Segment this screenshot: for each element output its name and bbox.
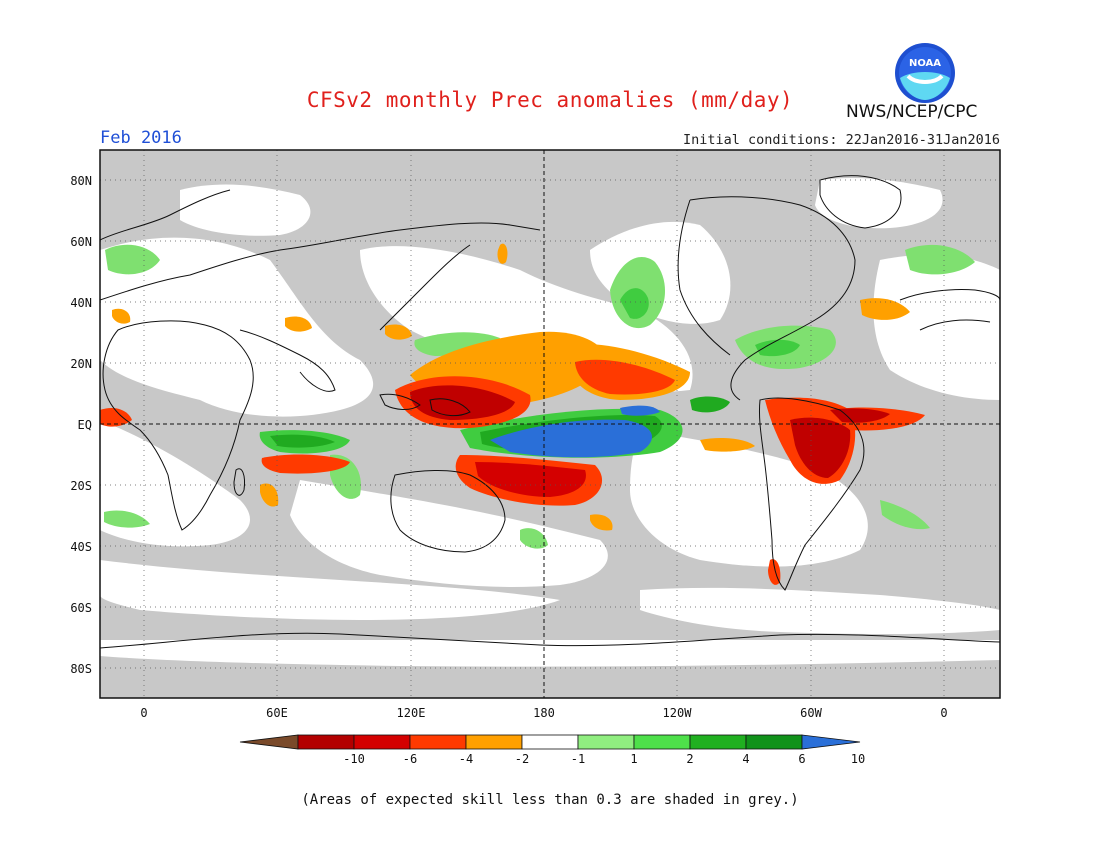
lon-label: 60E (266, 706, 288, 720)
initial-conditions: Initial conditions: 22Jan2016-31Jan2016 (683, 132, 1000, 148)
color-legend: -10 -6 -4 -2 -1 1 2 4 6 10 (239, 734, 865, 766)
lon-label: 60W (800, 706, 822, 720)
longitude-labels: 0 60E 120E 180 120W 60W 0 (140, 706, 947, 720)
lat-label: 40N (70, 296, 92, 310)
anomaly-field (100, 178, 1000, 667)
legend-label: 4 (742, 752, 749, 766)
legend-label: 1 (630, 752, 637, 766)
equator-dateline (100, 150, 1000, 698)
lat-label: 80N (70, 174, 92, 188)
legend-label: -1 (571, 752, 585, 766)
legend-swatch (353, 734, 411, 750)
legend-swatch (745, 734, 803, 750)
map-frame (99, 149, 1001, 699)
lat-label: EQ (78, 418, 92, 432)
lon-label: 0 (140, 706, 147, 720)
noaa-logo: NOAA (895, 43, 955, 103)
legend-label: 6 (798, 752, 805, 766)
legend-label: -4 (459, 752, 473, 766)
lat-lon-grid (100, 150, 1000, 698)
latitude-labels: 80N 60N 40N 20N EQ 20S 40S 60S 80S (70, 174, 92, 676)
lat-label: 60S (70, 601, 92, 615)
legend-swatch (633, 734, 691, 750)
legend-arrow-low (239, 734, 299, 750)
legend-swatch (409, 734, 467, 750)
strong-wet-anomaly (490, 419, 652, 458)
logo-text: NOAA (909, 58, 941, 69)
legend-swatch (297, 734, 355, 750)
lat-label: 60N (70, 235, 92, 249)
skill-areas (100, 178, 1000, 667)
skill-footnote: (Areas of expected skill less than 0.3 a… (301, 792, 799, 808)
legend-label: 10 (851, 752, 865, 766)
lon-label: 180 (533, 706, 555, 720)
legend-label: 2 (686, 752, 693, 766)
lat-label: 40S (70, 540, 92, 554)
lon-label: 0 (940, 706, 947, 720)
legend-swatch (521, 734, 579, 750)
legend-arrow-high (801, 734, 861, 750)
legend-swatch (689, 734, 747, 750)
legend-swatch (465, 734, 523, 750)
lat-label: 20N (70, 357, 92, 371)
map-title: CFSv2 monthly Prec anomalies (mm/day) (306, 88, 794, 112)
agency-label: NWS/NCEP/CPC (846, 102, 978, 122)
forecast-month: Feb 2016 (100, 128, 182, 148)
lon-label: 120W (663, 706, 693, 720)
coastlines (100, 175, 1000, 649)
dry-anomalies (100, 243, 925, 585)
lat-label: 20S (70, 479, 92, 493)
legend-label: -10 (343, 752, 365, 766)
lat-label: 80S (70, 662, 92, 676)
legend-swatch (577, 734, 635, 750)
legend-label: -6 (403, 752, 417, 766)
legend-label: -2 (515, 752, 529, 766)
lon-label: 120E (397, 706, 426, 720)
